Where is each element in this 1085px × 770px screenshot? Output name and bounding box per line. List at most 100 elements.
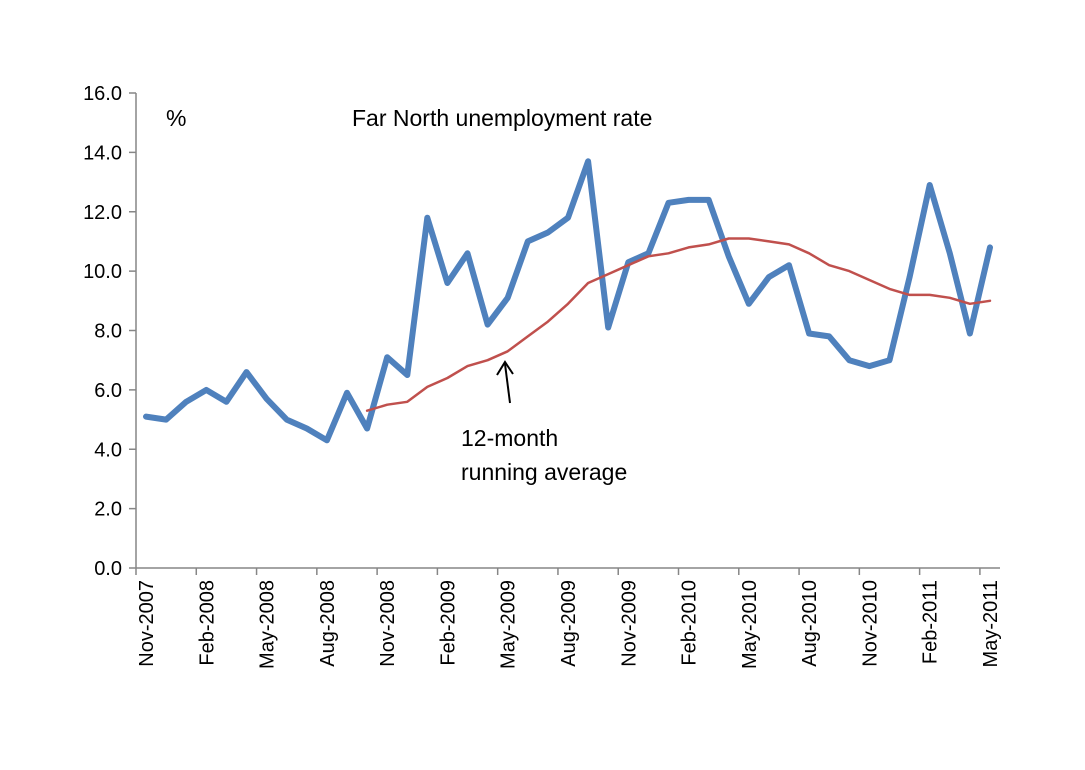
- data-point-running-average: [467, 365, 469, 367]
- data-point-unemployment-rate: [225, 401, 227, 403]
- x-tick-label: Aug-2010: [799, 580, 821, 667]
- data-point-running-average: [848, 270, 850, 272]
- data-point-running-average: [587, 282, 589, 284]
- y-axis-ticks: [129, 92, 136, 569]
- data-point-running-average: [386, 404, 388, 406]
- y-tick-label: 12.0: [83, 202, 122, 224]
- data-point-unemployment-rate: [446, 282, 448, 284]
- data-point-unemployment-rate: [909, 276, 911, 278]
- data-point-unemployment-rate: [668, 202, 670, 204]
- data-point-unemployment-rate: [165, 419, 167, 421]
- data-point-unemployment-rate: [889, 359, 891, 361]
- data-point-unemployment-rate: [145, 416, 147, 418]
- data-point-running-average: [527, 335, 529, 337]
- data-point-unemployment-rate: [989, 246, 991, 248]
- y-tick-label: 6.0: [94, 380, 122, 402]
- data-point-unemployment-rate: [306, 428, 308, 430]
- data-point-unemployment-rate: [768, 276, 770, 278]
- data-point-unemployment-rate: [266, 398, 268, 400]
- data-point-unemployment-rate: [627, 261, 629, 263]
- data-point-running-average: [708, 243, 710, 245]
- x-tick-label: Feb-2010: [679, 580, 701, 666]
- data-point-running-average: [426, 386, 428, 388]
- data-point-running-average: [768, 240, 770, 242]
- data-point-running-average: [949, 297, 951, 299]
- x-tick-label: Feb-2008: [196, 580, 218, 666]
- data-point-unemployment-rate: [868, 365, 870, 367]
- x-tick-label: Aug-2009: [558, 580, 580, 667]
- data-point-unemployment-rate: [748, 303, 750, 305]
- data-point-running-average: [647, 255, 649, 257]
- annotation-label-line-2: running average: [461, 459, 627, 485]
- data-point-unemployment-rate: [788, 264, 790, 266]
- data-point-running-average: [989, 300, 991, 302]
- x-axis-ticks: [135, 568, 981, 575]
- data-point-running-average: [828, 264, 830, 266]
- data-point-unemployment-rate: [366, 428, 368, 430]
- data-point-running-average: [507, 350, 509, 352]
- data-point-running-average: [668, 252, 670, 254]
- data-point-unemployment-rate: [386, 356, 388, 358]
- data-point-unemployment-rate: [929, 184, 931, 186]
- data-point-unemployment-rate: [587, 160, 589, 162]
- data-point-running-average: [688, 246, 690, 248]
- data-point-unemployment-rate: [205, 389, 207, 391]
- data-point-running-average: [547, 321, 549, 323]
- series-line-running-average: [365, 237, 992, 412]
- annotation: 12-month running average: [461, 360, 627, 485]
- data-point-unemployment-rate: [467, 252, 469, 254]
- data-point-unemployment-rate: [848, 359, 850, 361]
- x-tick-label: Feb-2011: [920, 580, 942, 664]
- data-point-running-average: [788, 243, 790, 245]
- data-point-running-average: [868, 279, 870, 281]
- data-point-running-average: [487, 359, 489, 361]
- data-points: [145, 160, 991, 441]
- data-point-unemployment-rate: [808, 333, 810, 335]
- x-tick-label: May-2009: [498, 580, 520, 669]
- x-tick-label: Aug-2008: [317, 580, 339, 667]
- y-tick-label: 10.0: [83, 261, 122, 283]
- data-point-unemployment-rate: [346, 392, 348, 394]
- series-lines: [143, 158, 993, 444]
- data-point-unemployment-rate: [185, 401, 187, 403]
- y-tick-label: 2.0: [94, 499, 122, 521]
- data-point-running-average: [808, 252, 810, 254]
- x-axis-tick-labels: Nov-2007 Feb-2008 May-2008 Aug-2008 Nov-2008…: [136, 580, 1002, 669]
- x-tick-label: Feb-2009: [437, 580, 459, 666]
- data-point-unemployment-rate: [607, 327, 609, 329]
- data-point-unemployment-rate: [487, 324, 489, 326]
- data-point-running-average: [728, 238, 730, 240]
- data-point-unemployment-rate: [688, 199, 690, 201]
- data-point-unemployment-rate: [949, 252, 951, 254]
- annotation-label-line-1: 12-month: [461, 425, 558, 451]
- x-tick-label: Nov-2007: [136, 580, 158, 667]
- y-tick-label: 0.0: [94, 558, 122, 580]
- data-point-unemployment-rate: [426, 217, 428, 219]
- data-point-unemployment-rate: [406, 374, 408, 376]
- data-point-unemployment-rate: [828, 335, 830, 337]
- data-point-running-average: [607, 273, 609, 275]
- data-point-running-average: [366, 410, 368, 412]
- data-point-unemployment-rate: [507, 297, 509, 299]
- data-point-unemployment-rate: [326, 439, 328, 441]
- data-point-unemployment-rate: [708, 199, 710, 201]
- series-line-unemployment-rate: [143, 158, 993, 444]
- annotation-arrow-shaft: [504, 363, 511, 404]
- data-point-unemployment-rate: [969, 333, 971, 335]
- x-tick-label: Nov-2010: [859, 580, 881, 667]
- y-tick-label: 8.0: [94, 321, 122, 343]
- data-point-running-average: [889, 288, 891, 290]
- data-point-unemployment-rate: [547, 232, 549, 234]
- data-point-running-average: [909, 294, 911, 296]
- data-point-unemployment-rate: [527, 240, 529, 242]
- x-tick-label: May-2010: [739, 580, 761, 669]
- y-axis-tick-labels: 0.0 2.0 4.0 6.0 8.0 10.0 12.0 14.0 16.0: [83, 83, 122, 580]
- data-point-running-average: [627, 264, 629, 266]
- data-point-running-average: [748, 238, 750, 240]
- data-point-unemployment-rate: [246, 371, 248, 373]
- chart-title: Far North unemployment rate: [352, 105, 652, 131]
- data-point-running-average: [446, 377, 448, 379]
- data-point-running-average: [929, 294, 931, 296]
- unit-label: %: [166, 105, 186, 131]
